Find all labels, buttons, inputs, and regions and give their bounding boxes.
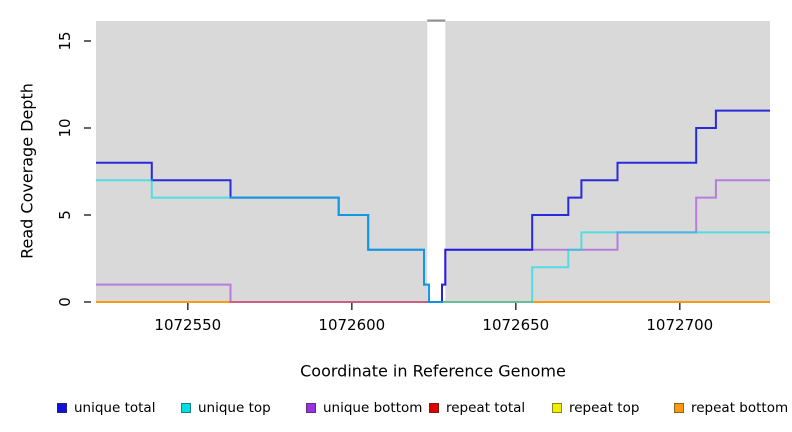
series-unique_top-line [96,179,770,303]
plot-panel-left [96,21,428,302]
y-axis-title: Read Coverage Depth [17,83,37,259]
x-axis-title: Coordinate in Reference Genome [300,361,566,381]
legend-swatch-unique_total [57,403,67,413]
y-tick-label: 15 [56,31,74,50]
x-tick-label: 1072550 [154,316,221,334]
x-tick-label: 1072600 [318,316,385,334]
legend-label-unique_bottom: unique bottom [323,400,423,416]
x-tick-label: 1072650 [482,316,549,334]
legend-swatch-unique_bottom [306,403,316,413]
legend-item-unique_top: unique top [181,400,271,416]
legend-item-unique_total: unique total [57,400,155,416]
y-tick-label: 10 [56,118,74,137]
x-tick-label: 1072700 [646,316,713,334]
plot-panel-right [445,21,770,302]
legend-swatch-repeat_top [552,403,562,413]
legend-label-repeat_top: repeat top [569,400,640,416]
y-tick-label: 5 [56,210,74,220]
legend-item-repeat_bottom: repeat bottom [674,400,788,416]
legend-item-repeat_total: repeat total [429,400,525,416]
legend-label-unique_top: unique top [198,400,271,416]
legend-label-unique_total: unique total [74,400,156,416]
legend-label-repeat_total: repeat total [446,400,526,416]
legend-item-repeat_top: repeat top [552,400,639,416]
gap-top-cap [427,19,446,22]
legend-swatch-repeat_bottom [674,403,684,413]
legend-item-unique_bottom: unique bottom [306,400,422,416]
legend-swatch-repeat_total [429,403,439,413]
y-tick-label: 0 [56,297,74,307]
legend-label-repeat_bottom: repeat bottom [691,400,789,416]
legend-swatch-unique_top [181,403,191,413]
